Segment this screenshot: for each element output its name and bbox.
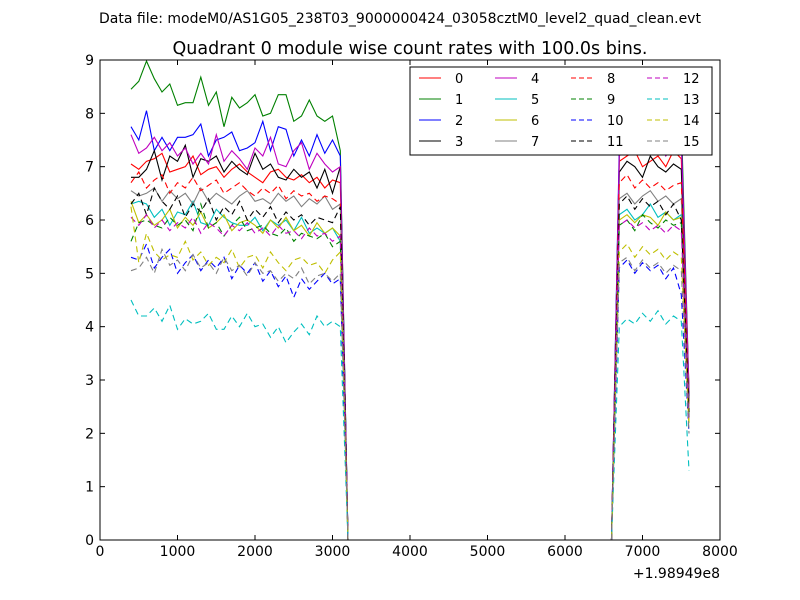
- y-tick-label: 6: [85, 213, 94, 229]
- series-line-13: [130, 299, 690, 541]
- x-tick-label: 6000: [547, 544, 583, 560]
- x-tick-label: 2000: [237, 544, 273, 560]
- y-tick-label: 9: [85, 53, 94, 69]
- legend-box: [409, 66, 713, 156]
- legend-label-7: 7: [531, 135, 539, 150]
- plot-lines: [130, 59, 690, 541]
- x-offset-label: +1.98949e8: [633, 566, 720, 582]
- series-line-10: [130, 242, 690, 541]
- legend-label-5: 5: [531, 93, 539, 108]
- legend-label-3: 3: [455, 135, 463, 150]
- figure-suptitle: Data file: modeM0/AS1G05_238T03_90000004…: [99, 11, 701, 27]
- legend-label-14: 14: [683, 114, 700, 129]
- y-tick-label: 2: [85, 426, 94, 442]
- chart-title: Quadrant 0 module wise count rates with …: [173, 39, 648, 59]
- x-tick-label: 8000: [702, 544, 738, 560]
- legend-label-4: 4: [531, 72, 539, 87]
- x-tick-label: 4000: [392, 544, 428, 560]
- legend-label-0: 0: [455, 72, 463, 87]
- legend-label-12: 12: [683, 72, 700, 87]
- axis-ticks: 0 1000 2000 3000 4000 5000 6000 7000 80000123456…: [85, 53, 738, 560]
- series-line-9: [130, 202, 690, 541]
- y-tick-label: 4: [85, 320, 94, 336]
- series-line-8: [130, 170, 690, 541]
- series-line-11: [130, 186, 690, 541]
- legend-label-13: 13: [683, 93, 700, 108]
- series-line-6: [130, 201, 690, 541]
- legend-label-6: 6: [531, 114, 539, 129]
- series-line-0: [130, 149, 690, 541]
- legend-label-9: 9: [607, 93, 615, 108]
- y-tick-label: 3: [85, 373, 94, 389]
- legend-label-15: 15: [683, 135, 700, 150]
- x-tick-label: 5000: [470, 544, 506, 560]
- x-tick-label: 7000: [625, 544, 661, 560]
- x-tick-label: 0: [96, 544, 105, 560]
- series-line-12: [130, 213, 690, 541]
- x-tick-label: 3000: [315, 544, 351, 560]
- legend-label-2: 2: [455, 114, 463, 129]
- y-tick-label: 5: [85, 266, 94, 282]
- y-tick-label: 1: [85, 480, 94, 496]
- series-line-3: [131, 143, 690, 541]
- y-tick-label: 0: [85, 533, 94, 549]
- series-line-14: [130, 206, 690, 541]
- x-tick-label: 1000: [160, 544, 196, 560]
- legend-label-10: 10: [607, 114, 624, 129]
- series-line-5: [130, 200, 690, 541]
- legend-label-1: 1: [455, 93, 463, 108]
- legend-label-11: 11: [607, 135, 624, 150]
- y-tick-label: 7: [85, 160, 94, 176]
- legend-label-8: 8: [607, 72, 615, 87]
- series-line-15: [130, 247, 690, 541]
- y-tick-label: 8: [85, 106, 94, 122]
- series-line-7: [130, 186, 690, 541]
